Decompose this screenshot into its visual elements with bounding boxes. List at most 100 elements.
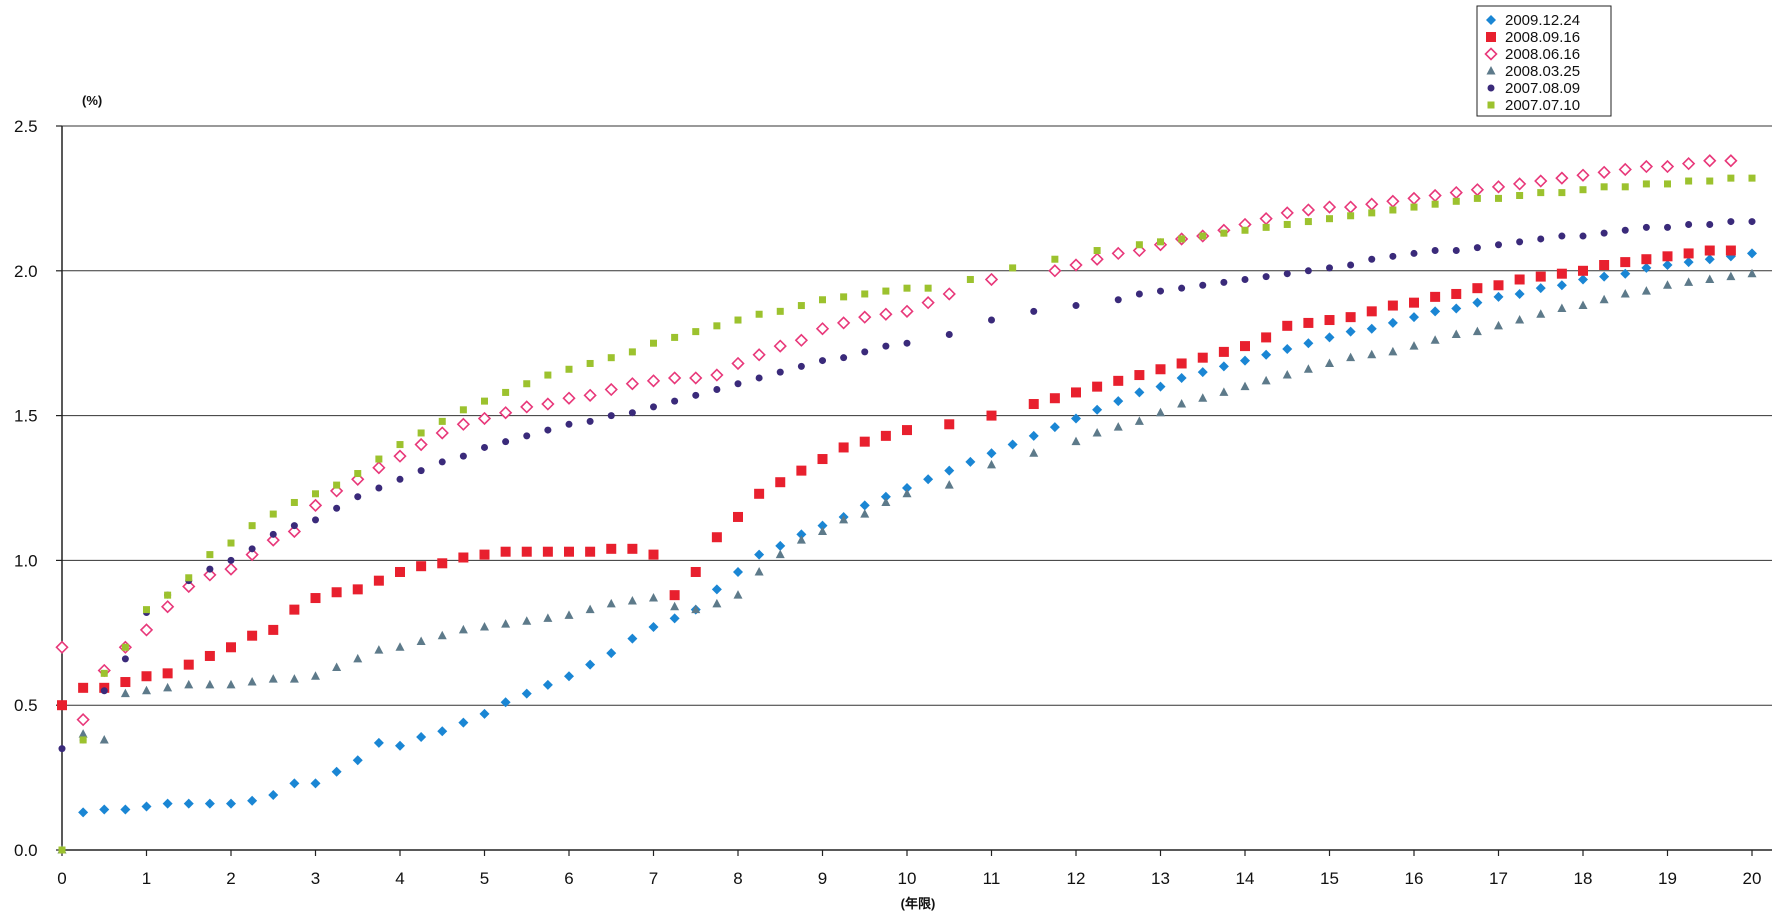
point-5-27 (628, 348, 636, 356)
point-0-74 (1641, 262, 1652, 273)
point-0-39 (902, 483, 912, 493)
x-tick-label-18: 18 (1574, 869, 1593, 888)
x-tick-label-1: 1 (142, 869, 151, 888)
point-0-35 (817, 520, 828, 531)
point-0-56 (1261, 349, 1272, 360)
point-5-22 (523, 380, 531, 388)
point-0-13 (352, 755, 363, 766)
point-2-72 (1639, 159, 1654, 174)
point-4-36 (819, 357, 826, 365)
point-1-22 (521, 546, 532, 557)
point-4-37 (840, 354, 848, 362)
point-1-39 (880, 430, 891, 441)
x-tick-label-9: 9 (818, 869, 827, 888)
point-1-70 (1599, 260, 1610, 271)
point-5-62 (1473, 194, 1481, 202)
point-2-66 (1512, 177, 1527, 191)
point-3-64 (1494, 320, 1503, 330)
point-5-70 (1642, 180, 1650, 188)
point-3-38 (860, 509, 870, 518)
point-3-76 (1747, 268, 1757, 278)
point-2-35 (794, 333, 809, 347)
point-3-48 (1156, 407, 1165, 417)
point-1-66 (1514, 274, 1525, 285)
point-5-24 (565, 365, 573, 373)
point-2-36 (815, 322, 830, 336)
point-3-9 (247, 677, 257, 686)
point-2-8 (224, 562, 238, 576)
point-1-76 (1725, 245, 1736, 256)
point-1-72 (1641, 254, 1652, 265)
point-1-15 (373, 575, 384, 586)
point-5-39 (882, 287, 890, 295)
point-5-23 (544, 371, 552, 379)
point-2-27 (625, 377, 640, 391)
y-tick-label-5: 2.5 (14, 117, 38, 136)
point-5-21 (502, 388, 510, 396)
point-1-58 (1345, 312, 1356, 323)
point-5-42 (966, 275, 974, 283)
point-5-48 (1178, 235, 1186, 243)
point-1-38 (859, 436, 870, 447)
point-4-39 (882, 342, 890, 350)
point-4-2 (100, 687, 108, 695)
point-2-24 (562, 391, 576, 405)
point-3-5 (163, 682, 173, 692)
point-0-54 (1218, 361, 1229, 372)
point-0-64 (1430, 306, 1441, 317)
point-3-37 (839, 514, 849, 524)
point-4-26 (607, 412, 615, 420)
legend-marker-5 (1487, 101, 1495, 109)
point-4-60 (1431, 247, 1439, 255)
point-0-5 (183, 798, 194, 809)
point-0-11 (310, 778, 321, 789)
point-5-18 (438, 417, 446, 425)
point-2-44 (1048, 264, 1062, 278)
point-0-18 (458, 717, 469, 728)
point-3-53 (1261, 375, 1271, 385)
point-3-60 (1409, 341, 1419, 350)
point-5-64 (1516, 192, 1524, 200)
point-1-60 (1387, 300, 1398, 311)
point-3-22 (522, 616, 532, 625)
point-2-71 (1618, 162, 1632, 177)
point-0-60 (1345, 326, 1356, 337)
point-1-23 (542, 546, 553, 557)
legend-box (1476, 5, 1612, 117)
point-2-10 (266, 533, 280, 547)
point-0-26 (627, 633, 638, 644)
point-4-46 (1135, 290, 1143, 298)
point-0-62 (1387, 317, 1398, 328)
point-4-57 (1368, 255, 1376, 263)
point-3-68 (1578, 300, 1588, 310)
x-tick-label-3: 3 (311, 869, 320, 888)
point-1-47 (1113, 375, 1124, 386)
point-3-26 (606, 598, 616, 608)
point-3-21 (501, 619, 511, 628)
point-0-46 (1049, 422, 1060, 433)
point-1-59 (1366, 306, 1377, 317)
point-2-0 (55, 640, 69, 654)
point-1-4 (141, 671, 152, 682)
point-0-70 (1556, 280, 1567, 291)
point-0-77 (1704, 254, 1715, 265)
point-5-10 (269, 510, 277, 518)
point-1-11 (289, 604, 300, 615)
point-1-10 (268, 624, 279, 635)
point-3-51 (1219, 387, 1229, 396)
point-5-8 (227, 539, 235, 547)
point-3-11 (289, 674, 299, 683)
point-4-51 (1241, 275, 1249, 283)
point-2-18 (435, 426, 449, 440)
point-5-47 (1157, 238, 1164, 246)
point-1-0 (57, 700, 67, 711)
y-tick-label-0: 0.0 (14, 841, 38, 860)
point-1-13 (331, 587, 342, 598)
point-0-15 (395, 740, 405, 751)
point-1-16 (395, 566, 405, 577)
point-0-38 (880, 491, 891, 502)
y-tick-label-3: 1.5 (14, 407, 38, 426)
point-4-21 (502, 438, 510, 446)
point-4-71 (1664, 223, 1671, 231)
point-3-16 (395, 642, 405, 651)
